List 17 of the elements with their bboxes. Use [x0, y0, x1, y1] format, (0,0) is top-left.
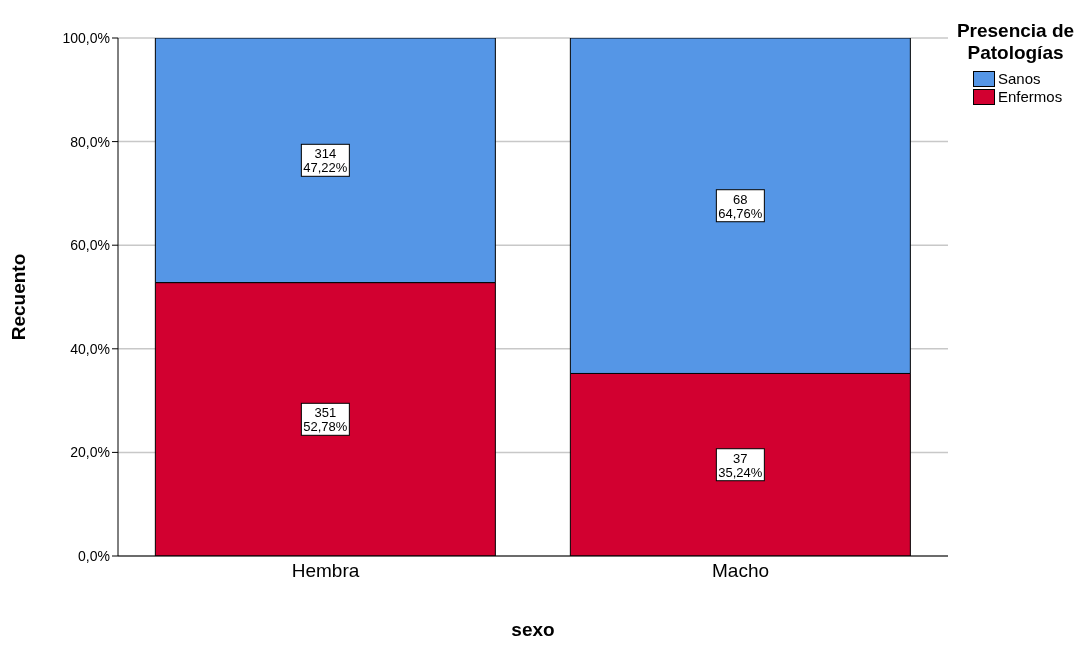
data-label: 351 52,78% — [303, 405, 348, 435]
legend-label: Sanos — [998, 70, 1041, 87]
legend-label: Enfermos — [998, 88, 1063, 105]
legend-title: Presencia de Patologías — [955, 20, 1076, 64]
data-label: 314 47,22% — [303, 146, 348, 176]
x-axis-title: sexo — [511, 619, 555, 640]
data-label: 37 35,24% — [718, 450, 763, 480]
x-tick-label: Hembra — [291, 560, 360, 582]
y-axis-title: Recuento — [7, 253, 29, 341]
y-tick-label: 20,0% — [70, 444, 110, 461]
y-tick-label: 100,0% — [62, 29, 110, 46]
data-label: 68 64,76% — [718, 191, 763, 221]
y-tick-label: 40,0% — [70, 340, 110, 357]
x-tick-label: Macho — [711, 560, 770, 582]
y-tick-label: 80,0% — [70, 133, 110, 150]
y-tick-label: 60,0% — [70, 237, 110, 254]
y-tick-label: 0,0% — [78, 547, 110, 564]
